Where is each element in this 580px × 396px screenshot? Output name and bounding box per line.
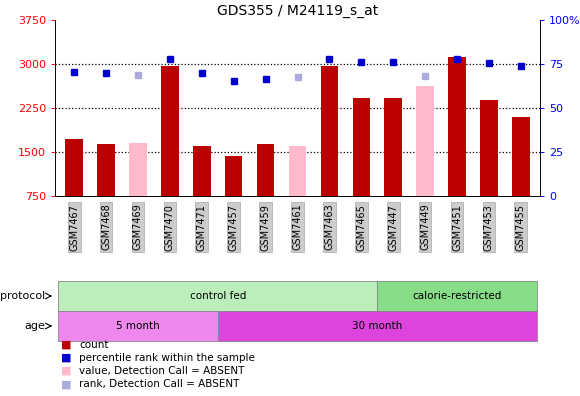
Bar xyxy=(58,281,377,311)
Bar xyxy=(129,143,147,196)
Bar xyxy=(257,144,274,196)
Text: age: age xyxy=(24,321,45,331)
Bar xyxy=(416,86,434,196)
Bar xyxy=(512,117,530,196)
Bar xyxy=(161,67,179,196)
Bar xyxy=(218,311,537,341)
Text: ■: ■ xyxy=(61,379,71,389)
Bar xyxy=(289,146,306,196)
Text: protocol: protocol xyxy=(0,291,45,301)
Bar xyxy=(193,146,211,196)
Text: count: count xyxy=(79,340,109,350)
Text: control fed: control fed xyxy=(190,291,246,301)
Bar xyxy=(353,98,370,196)
Bar xyxy=(480,100,498,196)
Text: ■: ■ xyxy=(61,353,71,363)
Bar xyxy=(97,144,115,196)
Bar xyxy=(448,57,466,196)
Bar xyxy=(377,281,537,311)
Text: ■: ■ xyxy=(61,366,71,376)
Text: percentile rank within the sample: percentile rank within the sample xyxy=(79,353,255,363)
Title: GDS355 / M24119_s_at: GDS355 / M24119_s_at xyxy=(217,4,378,17)
Bar xyxy=(321,67,338,196)
Bar xyxy=(58,311,218,341)
Text: 30 month: 30 month xyxy=(352,321,403,331)
Bar xyxy=(225,156,242,196)
Text: calorie-restricted: calorie-restricted xyxy=(412,291,502,301)
Text: ■: ■ xyxy=(61,340,71,350)
Text: 5 month: 5 month xyxy=(116,321,160,331)
Text: rank, Detection Call = ABSENT: rank, Detection Call = ABSENT xyxy=(79,379,240,389)
Text: value, Detection Call = ABSENT: value, Detection Call = ABSENT xyxy=(79,366,245,376)
Bar xyxy=(385,98,402,196)
Bar xyxy=(66,139,83,196)
